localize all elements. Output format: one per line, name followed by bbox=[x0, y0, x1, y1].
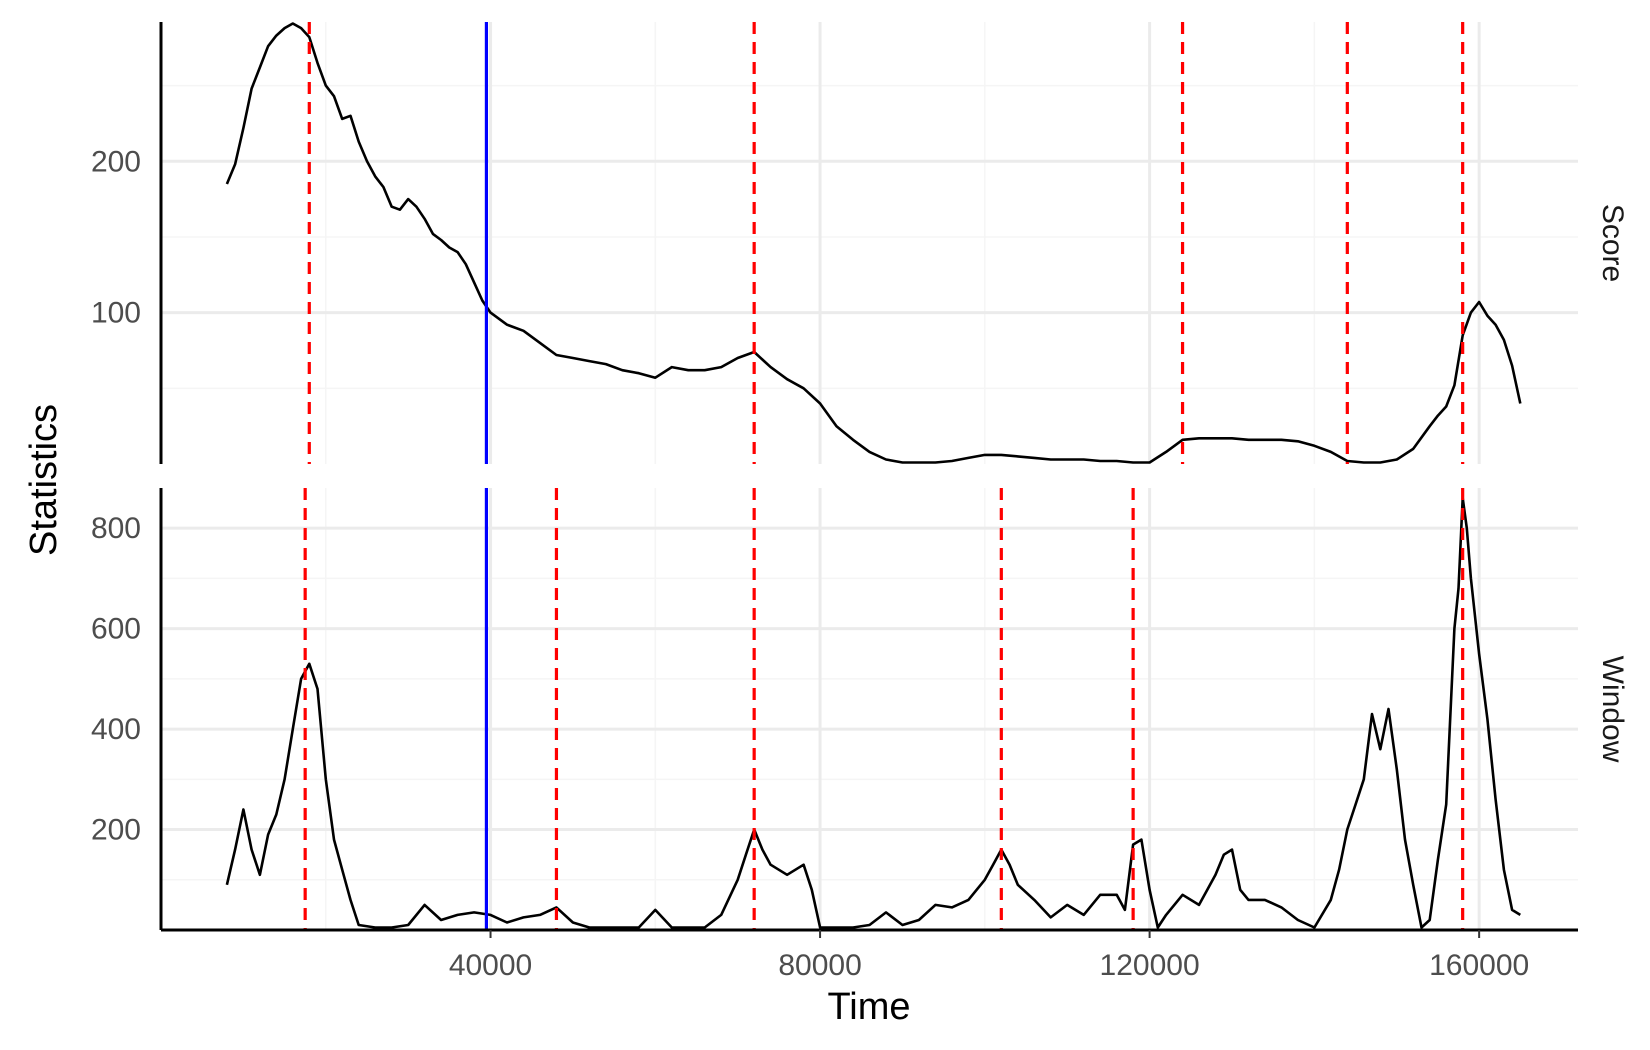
x-tick-label: 120000 bbox=[1100, 949, 1200, 982]
panel-window: 200 400 600 800 Window bbox=[91, 488, 1629, 930]
y-tick-label: 800 bbox=[91, 512, 141, 545]
x-tick-label: 40000 bbox=[449, 949, 532, 982]
y-tick-label: 100 bbox=[91, 297, 141, 330]
strip-label: Window bbox=[1596, 656, 1629, 763]
series-line bbox=[225, 496, 1521, 929]
y-tick-label: 200 bbox=[91, 145, 141, 178]
series-line bbox=[225, 22, 1522, 464]
y-tick-label: 400 bbox=[91, 713, 141, 746]
panel-score: 100 200 Score bbox=[91, 22, 1629, 464]
x-axis-title: Time bbox=[827, 986, 910, 1028]
x-tick-label: 160000 bbox=[1429, 949, 1529, 982]
x-tick-label: 80000 bbox=[778, 949, 861, 982]
x-axis: 40000 80000 120000 160000 bbox=[161, 928, 1578, 982]
y-axis-title: Statistics bbox=[23, 404, 65, 556]
y-tick-label: 600 bbox=[91, 613, 141, 646]
y-tick-label: 200 bbox=[91, 814, 141, 847]
strip-label: Score bbox=[1596, 204, 1629, 282]
